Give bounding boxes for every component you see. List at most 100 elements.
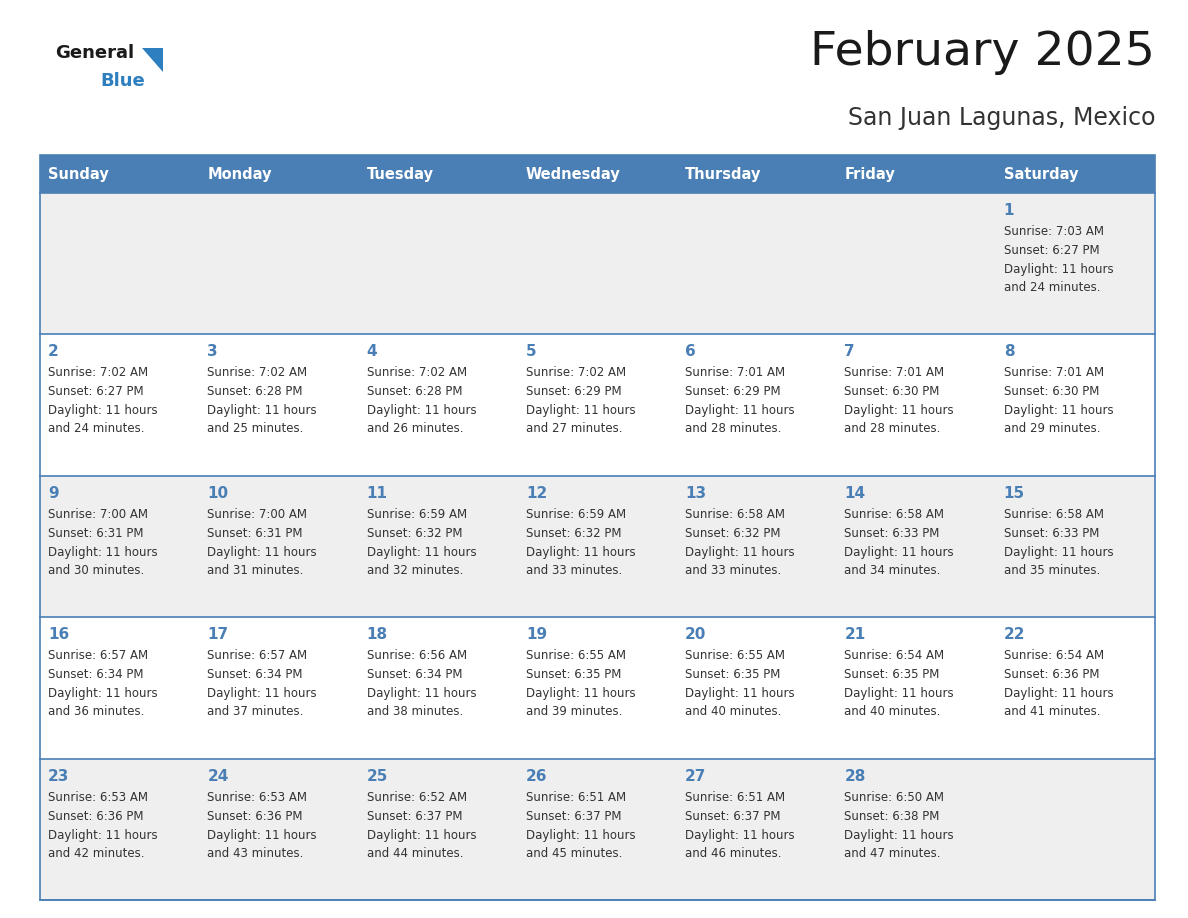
Text: and 42 minutes.: and 42 minutes. [48, 846, 145, 859]
Text: Sunset: 6:31 PM: Sunset: 6:31 PM [207, 527, 303, 540]
Text: Daylight: 11 hours: Daylight: 11 hours [367, 405, 476, 418]
Text: Sunset: 6:29 PM: Sunset: 6:29 PM [685, 386, 781, 398]
Text: Sunset: 6:33 PM: Sunset: 6:33 PM [1004, 527, 1099, 540]
Text: Sunrise: 6:55 AM: Sunrise: 6:55 AM [526, 649, 626, 662]
Text: Sunrise: 7:02 AM: Sunrise: 7:02 AM [526, 366, 626, 379]
Text: Sunset: 6:38 PM: Sunset: 6:38 PM [845, 810, 940, 823]
Text: and 40 minutes.: and 40 minutes. [685, 705, 782, 718]
Text: Daylight: 11 hours: Daylight: 11 hours [1004, 405, 1113, 418]
Text: Sunrise: 6:51 AM: Sunrise: 6:51 AM [526, 790, 626, 803]
Text: Sunset: 6:30 PM: Sunset: 6:30 PM [1004, 386, 1099, 398]
Text: Sunrise: 7:00 AM: Sunrise: 7:00 AM [48, 508, 148, 521]
Text: Sunset: 6:35 PM: Sunset: 6:35 PM [526, 668, 621, 681]
Text: 19: 19 [526, 627, 546, 643]
Text: and 47 minutes.: and 47 minutes. [845, 846, 941, 859]
Text: Daylight: 11 hours: Daylight: 11 hours [526, 829, 636, 842]
Text: Daylight: 11 hours: Daylight: 11 hours [845, 405, 954, 418]
Bar [40, 155, 1155, 900]
Text: and 26 minutes.: and 26 minutes. [367, 422, 463, 435]
Text: Sunrise: 6:54 AM: Sunrise: 6:54 AM [1004, 649, 1104, 662]
Text: Sunrise: 7:01 AM: Sunrise: 7:01 AM [1004, 366, 1104, 379]
Text: Sunset: 6:31 PM: Sunset: 6:31 PM [48, 527, 144, 540]
Text: 27: 27 [685, 768, 707, 784]
Text: General: General [55, 44, 134, 62]
Text: and 34 minutes.: and 34 minutes. [845, 564, 941, 577]
Text: Daylight: 11 hours: Daylight: 11 hours [685, 688, 795, 700]
Text: 9: 9 [48, 486, 58, 501]
Text: Sunset: 6:28 PM: Sunset: 6:28 PM [367, 386, 462, 398]
Text: Sunset: 6:27 PM: Sunset: 6:27 PM [1004, 244, 1099, 257]
Text: Tuesday: Tuesday [367, 166, 434, 182]
Bar [40, 758, 1155, 900]
Text: 3: 3 [207, 344, 217, 360]
Text: Daylight: 11 hours: Daylight: 11 hours [526, 688, 636, 700]
Text: Sunrise: 6:59 AM: Sunrise: 6:59 AM [367, 508, 467, 521]
Text: Sunset: 6:32 PM: Sunset: 6:32 PM [367, 527, 462, 540]
Text: Sunset: 6:33 PM: Sunset: 6:33 PM [845, 527, 940, 540]
Text: and 45 minutes.: and 45 minutes. [526, 846, 623, 859]
Text: 1: 1 [1004, 203, 1015, 218]
Text: 16: 16 [48, 627, 69, 643]
Text: and 36 minutes.: and 36 minutes. [48, 705, 145, 718]
Text: and 28 minutes.: and 28 minutes. [685, 422, 782, 435]
Text: Sunrise: 6:56 AM: Sunrise: 6:56 AM [367, 649, 467, 662]
Text: 25: 25 [367, 768, 388, 784]
Text: Blue: Blue [100, 72, 145, 90]
Text: Daylight: 11 hours: Daylight: 11 hours [48, 405, 158, 418]
Text: and 39 minutes.: and 39 minutes. [526, 705, 623, 718]
Text: Sunset: 6:34 PM: Sunset: 6:34 PM [207, 668, 303, 681]
Text: Sunrise: 7:01 AM: Sunrise: 7:01 AM [845, 366, 944, 379]
Text: Sunset: 6:30 PM: Sunset: 6:30 PM [845, 386, 940, 398]
Text: and 24 minutes.: and 24 minutes. [1004, 281, 1100, 294]
Text: 4: 4 [367, 344, 378, 360]
Text: Sunset: 6:32 PM: Sunset: 6:32 PM [685, 527, 781, 540]
Text: Sunrise: 7:02 AM: Sunrise: 7:02 AM [48, 366, 148, 379]
Text: and 24 minutes.: and 24 minutes. [48, 422, 145, 435]
Text: Sunrise: 7:03 AM: Sunrise: 7:03 AM [1004, 225, 1104, 238]
Text: Daylight: 11 hours: Daylight: 11 hours [48, 688, 158, 700]
Text: Sunrise: 7:02 AM: Sunrise: 7:02 AM [207, 366, 308, 379]
Text: Sunset: 6:34 PM: Sunset: 6:34 PM [367, 668, 462, 681]
Text: and 40 minutes.: and 40 minutes. [845, 705, 941, 718]
Text: 6: 6 [685, 344, 696, 360]
Text: 7: 7 [845, 344, 855, 360]
Text: Sunrise: 6:58 AM: Sunrise: 6:58 AM [845, 508, 944, 521]
Text: Sunrise: 6:53 AM: Sunrise: 6:53 AM [48, 790, 148, 803]
Bar [40, 476, 1155, 617]
Text: Daylight: 11 hours: Daylight: 11 hours [1004, 688, 1113, 700]
Bar [40, 334, 1155, 476]
Text: 8: 8 [1004, 344, 1015, 360]
Text: Daylight: 11 hours: Daylight: 11 hours [207, 546, 317, 559]
Text: February 2025: February 2025 [810, 30, 1155, 75]
Text: Saturday: Saturday [1004, 166, 1079, 182]
Text: Daylight: 11 hours: Daylight: 11 hours [48, 546, 158, 559]
Text: Sunset: 6:37 PM: Sunset: 6:37 PM [526, 810, 621, 823]
Text: Daylight: 11 hours: Daylight: 11 hours [526, 546, 636, 559]
Text: 21: 21 [845, 627, 866, 643]
Text: Daylight: 11 hours: Daylight: 11 hours [1004, 263, 1113, 276]
Text: 12: 12 [526, 486, 548, 501]
Text: and 37 minutes.: and 37 minutes. [207, 705, 304, 718]
Text: Daylight: 11 hours: Daylight: 11 hours [367, 688, 476, 700]
Text: Daylight: 11 hours: Daylight: 11 hours [685, 405, 795, 418]
Text: Sunset: 6:36 PM: Sunset: 6:36 PM [1004, 668, 1099, 681]
Text: Sunrise: 6:53 AM: Sunrise: 6:53 AM [207, 790, 308, 803]
Text: Sunrise: 6:51 AM: Sunrise: 6:51 AM [685, 790, 785, 803]
Text: 13: 13 [685, 486, 707, 501]
Text: and 29 minutes.: and 29 minutes. [1004, 422, 1100, 435]
Text: and 38 minutes.: and 38 minutes. [367, 705, 463, 718]
Text: Friday: Friday [845, 166, 896, 182]
Text: Sunset: 6:35 PM: Sunset: 6:35 PM [845, 668, 940, 681]
Text: Sunrise: 6:57 AM: Sunrise: 6:57 AM [48, 649, 148, 662]
Text: Daylight: 11 hours: Daylight: 11 hours [48, 829, 158, 842]
Text: Daylight: 11 hours: Daylight: 11 hours [845, 829, 954, 842]
Text: Monday: Monday [207, 166, 272, 182]
Text: Sunrise: 6:50 AM: Sunrise: 6:50 AM [845, 790, 944, 803]
Text: Sunrise: 6:58 AM: Sunrise: 6:58 AM [1004, 508, 1104, 521]
Text: Daylight: 11 hours: Daylight: 11 hours [207, 829, 317, 842]
Text: Sunset: 6:29 PM: Sunset: 6:29 PM [526, 386, 621, 398]
Text: San Juan Lagunas, Mexico: San Juan Lagunas, Mexico [847, 106, 1155, 130]
Text: Sunrise: 7:02 AM: Sunrise: 7:02 AM [367, 366, 467, 379]
Text: Daylight: 11 hours: Daylight: 11 hours [685, 829, 795, 842]
Text: Sunrise: 6:54 AM: Sunrise: 6:54 AM [845, 649, 944, 662]
